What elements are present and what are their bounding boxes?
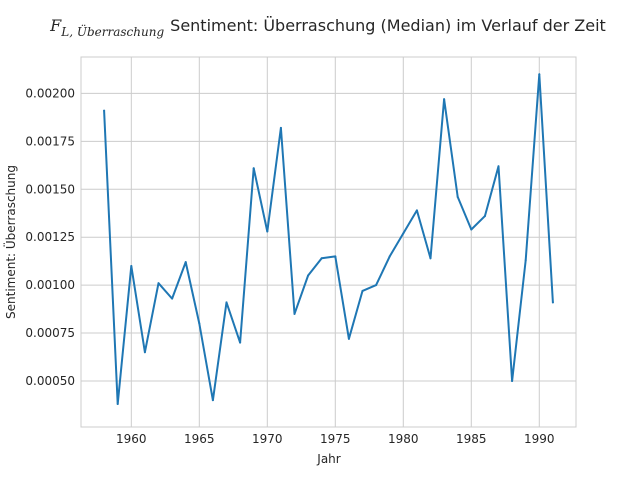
data-point xyxy=(483,215,486,218)
data-point xyxy=(375,284,378,287)
data-point xyxy=(252,167,255,170)
y-tick-label: 0.00200 xyxy=(25,86,75,100)
data-point xyxy=(130,264,133,267)
x-tick-label: 1960 xyxy=(116,432,147,446)
data-point xyxy=(538,73,541,76)
plot-area-frame xyxy=(80,56,577,428)
data-point xyxy=(456,195,459,198)
data-point xyxy=(293,312,296,315)
series-layer xyxy=(103,73,554,405)
data-point xyxy=(116,402,119,405)
data-point xyxy=(334,255,337,258)
data-point xyxy=(402,232,405,235)
data-point xyxy=(415,209,418,212)
data-point xyxy=(171,297,174,300)
data-point xyxy=(198,322,201,325)
y-tick-label: 0.00050 xyxy=(25,374,75,388)
data-point xyxy=(320,257,323,260)
series-line xyxy=(103,73,554,405)
x-tick-label: 1965 xyxy=(184,432,215,446)
y-axis-ticks: 0.00050 0.00075 0.00100 0.00125 0.00150 0.001… xyxy=(25,86,75,388)
title-main: Sentiment: Überraschung (Median) im Verl… xyxy=(170,16,606,35)
data-point xyxy=(443,98,446,101)
data-point xyxy=(429,257,432,260)
y-tick-label: 0.00125 xyxy=(25,230,75,244)
data-point xyxy=(388,255,391,258)
x-tick-label: 1985 xyxy=(456,432,487,446)
data-point xyxy=(470,228,473,231)
title-math-subscript: L, Überraschung xyxy=(60,23,164,39)
data-point xyxy=(497,165,500,168)
title-math-base: F xyxy=(49,16,62,35)
data-point xyxy=(551,301,554,304)
y-tick-label: 0.00150 xyxy=(25,182,75,196)
x-axis-label: Jahr xyxy=(316,452,340,466)
data-point xyxy=(347,337,350,340)
y-axis-label: Sentiment: Überraschung xyxy=(2,165,18,319)
x-tick-label: 1990 xyxy=(524,432,555,446)
x-tick-label: 1980 xyxy=(388,432,419,446)
data-point xyxy=(239,341,242,344)
chart-title: FL, Überraschung Sentiment: Überraschung … xyxy=(49,16,606,39)
grid-lines xyxy=(81,57,576,427)
data-point xyxy=(279,126,282,129)
data-point xyxy=(157,282,160,285)
data-point xyxy=(307,274,310,277)
x-tick-label: 1975 xyxy=(320,432,351,446)
y-tick-label: 0.00075 xyxy=(25,326,75,340)
data-point xyxy=(361,289,364,292)
data-point xyxy=(103,109,106,112)
data-point xyxy=(266,230,269,233)
x-tick-label: 1970 xyxy=(252,432,283,446)
data-point xyxy=(225,301,228,304)
y-tick-label: 0.00175 xyxy=(25,134,75,148)
data-point xyxy=(184,261,187,264)
data-point xyxy=(524,259,527,262)
data-point xyxy=(511,379,514,382)
data-point xyxy=(211,399,214,402)
data-point xyxy=(143,351,146,354)
x-axis-ticks: 1960 1965 1970 1975 1980 1985 1990 xyxy=(116,432,555,446)
y-tick-label: 0.00100 xyxy=(25,278,75,292)
